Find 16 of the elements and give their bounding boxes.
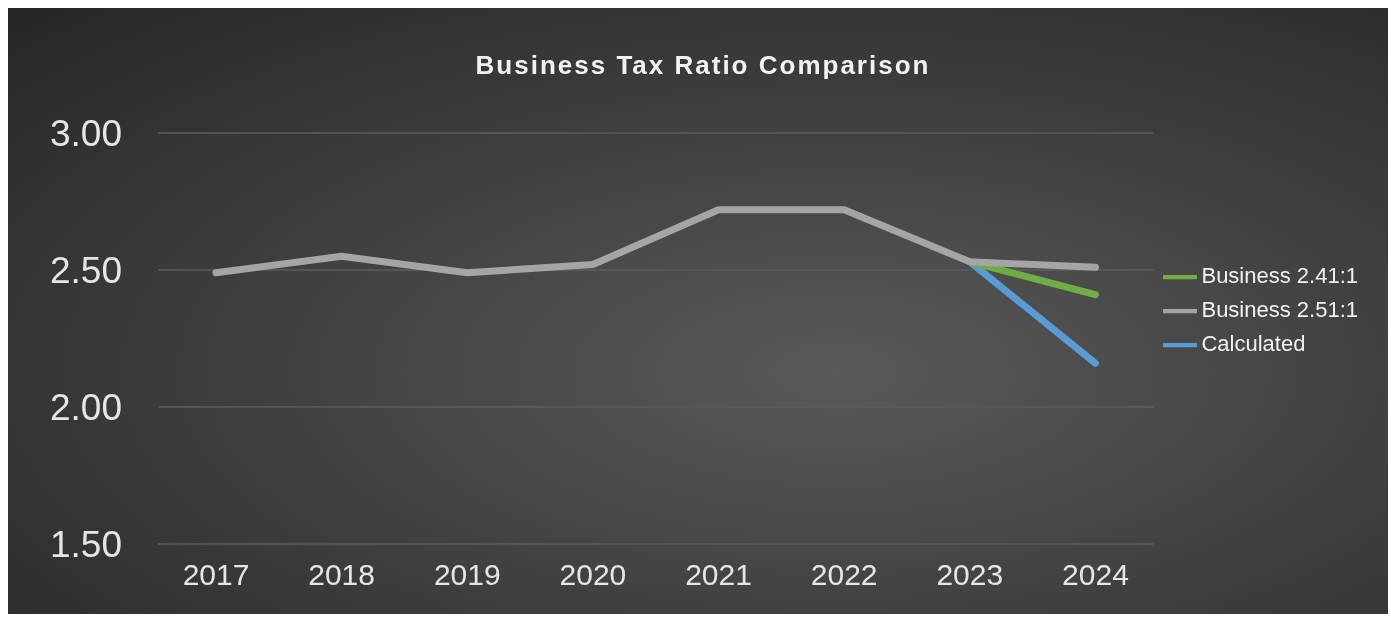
legend-label: Calculated <box>1201 330 1306 356</box>
y-tick-label: 2.00 <box>49 387 122 429</box>
x-tick-label: 2023 <box>936 558 1004 592</box>
x-tick-label: 2018 <box>308 558 376 592</box>
legend-label: Business 2.41:1 <box>1201 262 1358 288</box>
x-tick-label: 2024 <box>1062 558 1129 592</box>
y-tick-label: 2.50 <box>49 250 122 292</box>
y-tick-label: 3.00 <box>49 113 122 155</box>
legend-label: Business 2.51:1 <box>1201 296 1358 322</box>
chart-title: Business Tax Ratio Comparison <box>474 50 932 81</box>
x-tick-label: 2017 <box>182 558 250 592</box>
x-tick-label: 2020 <box>559 558 627 592</box>
x-tick-label: 2022 <box>810 558 878 592</box>
x-tick-label: 2019 <box>433 558 501 592</box>
x-tick-label: 2021 <box>685 558 752 592</box>
y-tick-label: 1.50 <box>49 524 122 566</box>
